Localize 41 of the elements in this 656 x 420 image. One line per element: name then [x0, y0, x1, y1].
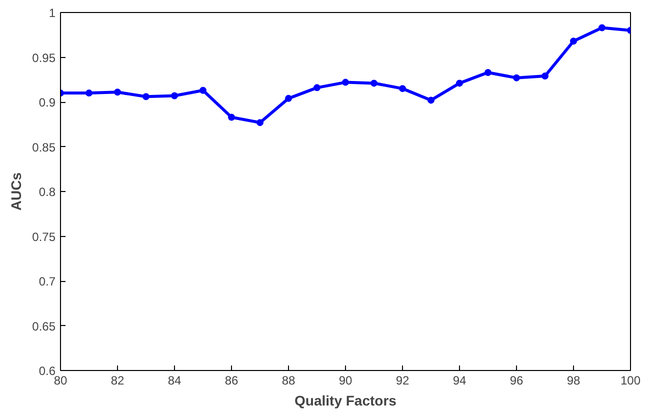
y-tick-label: 0.7 [38, 274, 56, 288]
x-tick-label: 90 [338, 374, 352, 388]
point [285, 94, 292, 102]
x-tick-label: 94 [452, 374, 466, 388]
y-tick-label: 0.6 [38, 364, 56, 378]
x-tick-label: 84 [168, 374, 182, 388]
y-tick-label: 0.75 [32, 230, 56, 244]
point [399, 85, 406, 92]
point [484, 68, 492, 76]
point [314, 84, 320, 92]
point [86, 90, 92, 97]
x-tick-label: 100 [620, 374, 641, 388]
x-tick-label: 86 [224, 374, 238, 388]
x-tick-label: 82 [110, 374, 124, 388]
point [542, 72, 548, 80]
y-tick-label: 0.65 [32, 319, 56, 334]
point [370, 80, 378, 87]
x-tick-label: 96 [510, 374, 524, 388]
y-tick-label: 0.85 [32, 140, 56, 154]
point [513, 74, 520, 82]
x-tick-label: 88 [282, 374, 296, 388]
point [598, 24, 606, 32]
x-tick-label: 92 [396, 374, 410, 388]
point [570, 38, 577, 45]
y-tick-label: 0.8 [38, 185, 56, 199]
point [200, 86, 206, 94]
point [228, 114, 235, 121]
x-axis-title: Quality Factors [294, 392, 397, 408]
x-tick-label: 80 [54, 374, 68, 388]
point [342, 78, 349, 86]
point [428, 96, 434, 104]
point [456, 80, 463, 87]
point [171, 92, 178, 100]
y-tick-label: 0.9 [38, 96, 56, 110]
y-tick-label: 1 [48, 6, 56, 20]
y-axis-title: AUCs [8, 172, 24, 211]
y-tick-label: 0.95 [32, 50, 56, 65]
point [256, 119, 264, 126]
point [114, 88, 121, 96]
point [142, 93, 150, 100]
x-tick-label: 98 [566, 374, 580, 388]
